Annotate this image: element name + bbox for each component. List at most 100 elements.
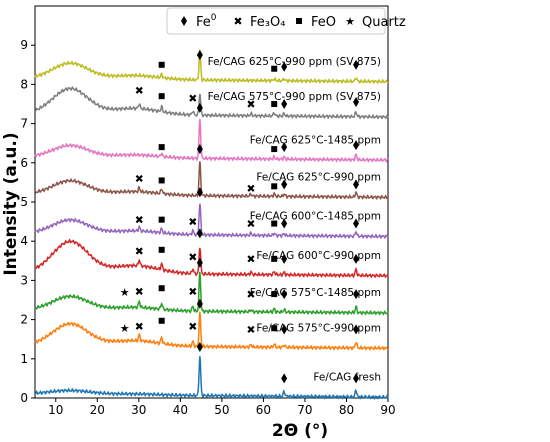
- peak-marker-x-icon: [247, 290, 255, 298]
- peak-marker-square-icon: [158, 216, 165, 223]
- x-tick-label: 50: [214, 403, 229, 417]
- series-line-0: [34, 356, 389, 401]
- series-label: Fe/CAG 600°C-1485 ppm: [250, 211, 381, 223]
- legend-label: Quartz: [362, 15, 406, 30]
- series-label: Fe/CAG 575°C-990 ppm (SV 875): [208, 91, 381, 103]
- peak-marker-x-icon: [247, 100, 255, 108]
- peak-marker-x-icon: [135, 322, 143, 330]
- marker-layer: ★★: [120, 8, 360, 384]
- peak-marker-square-icon: [158, 317, 165, 324]
- peak-marker-x-icon: [247, 325, 255, 333]
- peak-marker-square-icon: [271, 183, 278, 190]
- peak-marker-x-icon: [189, 94, 197, 102]
- y-tick-label: 1: [20, 352, 28, 366]
- peak-marker-diamond-icon: [353, 373, 360, 384]
- series-line-1: [34, 311, 389, 351]
- x-tick-label: 80: [339, 403, 354, 417]
- peak-marker-square-icon: [271, 220, 278, 227]
- series-label: Fe/CAG fresh: [313, 371, 381, 383]
- peak-marker-diamond-icon: [353, 218, 360, 229]
- legend-star-icon: ★: [345, 15, 355, 28]
- x-tick-label: 20: [90, 403, 105, 417]
- peak-marker-diamond-icon: [353, 179, 360, 190]
- peak-marker-diamond-icon: [196, 257, 203, 268]
- peak-marker-diamond-icon: [353, 97, 360, 108]
- series-line-6: [34, 118, 389, 164]
- series-label: Fe/CAG 625°C-990 ppm: [256, 172, 381, 184]
- series-layer: [34, 49, 389, 401]
- series-line-5: [34, 161, 389, 200]
- peak-marker-diamond-icon: [281, 179, 288, 190]
- peak-marker-diamond-icon: [281, 373, 288, 384]
- legend-x-icon: [234, 17, 242, 25]
- legend-square-icon: [296, 18, 302, 24]
- series-label: Fe/CAG 575°C-1485 ppm: [250, 287, 381, 299]
- peak-marker-diamond-icon: [353, 59, 360, 70]
- series-label: Fe/CAG 625°C-1485 ppm: [250, 134, 381, 146]
- y-tick-label: 0: [20, 391, 28, 405]
- x-tick-label: 60: [256, 403, 271, 417]
- peak-marker-diamond-icon: [353, 253, 360, 264]
- peak-marker-diamond-icon: [281, 218, 288, 229]
- series-line-3: [34, 238, 389, 279]
- series-label: Fe/CAG 625°C-990 ppm (SV 875): [208, 56, 381, 68]
- y-tick-label: 6: [20, 156, 28, 170]
- peak-marker-square-icon: [158, 144, 165, 151]
- peak-marker-x-icon: [247, 184, 255, 192]
- peak-marker-star-icon: ★: [120, 286, 130, 299]
- legend-label: FeO: [311, 15, 336, 30]
- peak-marker-diamond-icon: [196, 102, 203, 113]
- peak-marker-x-icon: [189, 287, 197, 295]
- peak-marker-x-icon: [247, 219, 255, 228]
- legend: Fe0 Fe₃O₄ FeO ★ Quartz: [166, 7, 406, 35]
- x-tick-label: 90: [380, 403, 395, 417]
- peak-marker-diamond-icon: [196, 144, 203, 155]
- y-tick-label: 8: [20, 77, 28, 91]
- peak-marker-x-icon: [135, 287, 143, 295]
- peak-marker-diamond-icon: [281, 253, 288, 264]
- x-tick-label: 10: [48, 403, 63, 417]
- peak-marker-x-icon: [189, 253, 197, 261]
- series-label-layer: Fe/CAG fresh Fe/CAG 575°C-990 ppm Fe/CAG 5…: [208, 56, 381, 384]
- peak-marker-diamond-icon: [196, 187, 203, 198]
- series-line-8: [34, 49, 389, 85]
- y-tick-label: 3: [20, 273, 28, 287]
- peak-marker-diamond-icon: [281, 99, 288, 109]
- peak-marker-square-icon: [271, 255, 278, 262]
- peak-marker-square-icon: [158, 246, 165, 253]
- peak-marker-diamond-icon: [281, 142, 288, 153]
- peak-marker-diamond-icon: [353, 140, 360, 151]
- peak-marker-diamond-icon: [196, 228, 203, 239]
- y-tick-label: 5: [20, 195, 28, 209]
- peak-marker-square-icon: [271, 291, 278, 298]
- series-line-7: [34, 85, 389, 120]
- peak-marker-diamond-icon: [196, 50, 203, 60]
- peak-marker-diamond-icon: [196, 298, 203, 309]
- peak-marker-x-icon: [135, 216, 143, 224]
- legend-items: Fe0 Fe₃O₄ FeO ★ Quartz: [181, 13, 406, 30]
- peak-marker-square-icon: [158, 285, 165, 292]
- peak-marker-star-icon: ★: [120, 322, 130, 335]
- y-tick-label: 7: [20, 117, 28, 131]
- series-label: Fe/CAG 575°C-990 ppm: [256, 322, 381, 334]
- series-line-4: [34, 203, 389, 240]
- peak-marker-diamond-icon: [353, 324, 360, 335]
- y-tick-label: 9: [20, 38, 28, 52]
- peak-marker-square-icon: [271, 65, 278, 72]
- peak-marker-square-icon: [158, 93, 165, 100]
- peak-marker-x-icon: [135, 174, 143, 183]
- peak-marker-x-icon: [135, 86, 143, 94]
- peak-marker-square-icon: [271, 146, 278, 153]
- peak-marker-diamond-icon: [353, 289, 360, 300]
- x-axis-label: 2Θ (°): [272, 421, 328, 441]
- peak-marker-x-icon: [189, 322, 197, 330]
- y-tick-label: 4: [20, 234, 28, 248]
- series-label: Fe/CAG 600°C-990 ppm: [256, 250, 381, 262]
- axis-layer: 10 20 30 40 50 60 70 80 90 0 1 2 3 4 5 6 7 8 9: [20, 38, 395, 417]
- legend-label: Fe₃O₄: [250, 15, 285, 30]
- y-axis-label: Intensity (a.u.): [1, 132, 21, 275]
- peak-marker-diamond-icon: [281, 289, 288, 300]
- legend-diamond-icon: [181, 16, 187, 26]
- peak-marker-diamond-icon: [281, 324, 288, 335]
